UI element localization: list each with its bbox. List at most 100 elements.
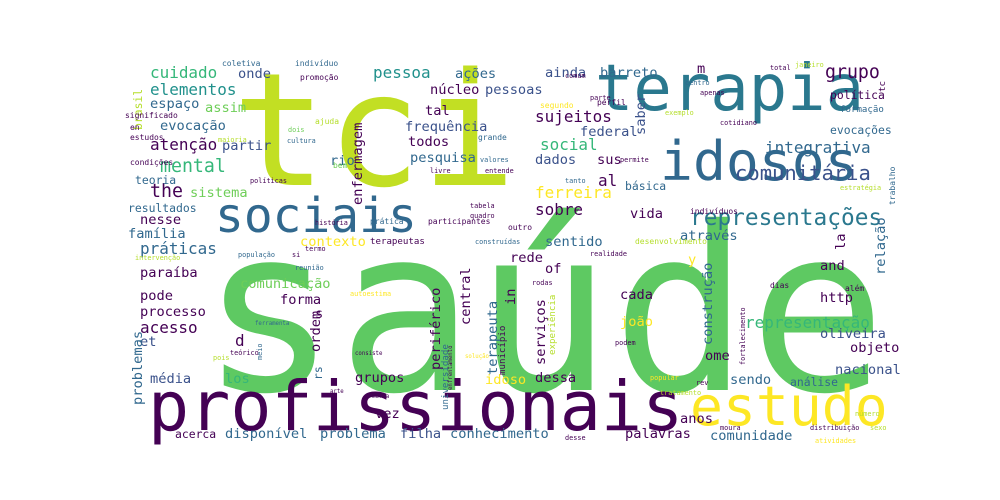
- word: federal: [580, 124, 638, 140]
- word: município: [498, 326, 508, 375]
- word: d: [235, 331, 245, 350]
- word: construídas: [475, 238, 520, 246]
- word: desenvolvimento: [635, 237, 707, 246]
- word: pesquisa: [410, 150, 476, 166]
- word: la: [833, 234, 849, 250]
- word: acerca: [175, 427, 216, 441]
- word: ainda: [545, 65, 586, 81]
- word: pessoas: [485, 82, 543, 98]
- word: idoso: [485, 372, 526, 388]
- word: práticas: [140, 239, 217, 258]
- word: maioria: [218, 136, 247, 144]
- word: termo: [305, 245, 326, 253]
- word: sus: [597, 152, 622, 168]
- word: ome: [705, 348, 730, 364]
- word: indivíduos: [690, 207, 738, 216]
- word: http: [820, 290, 853, 306]
- word: número: [855, 410, 880, 418]
- word: intervenção: [135, 254, 180, 262]
- word: exemplo: [665, 109, 694, 117]
- word: of: [545, 261, 561, 277]
- word: cultura: [287, 137, 316, 145]
- word: central: [458, 267, 474, 325]
- word: sujeitos: [535, 107, 612, 126]
- word: dados: [535, 152, 576, 168]
- word: análise: [790, 375, 838, 389]
- word: atividades: [815, 437, 856, 445]
- word: rs: [311, 366, 325, 380]
- word: grupo: [825, 62, 880, 83]
- word: et: [140, 334, 156, 350]
- word: desse: [565, 434, 586, 442]
- word: sobre: [535, 200, 583, 219]
- word: cuidado: [150, 63, 217, 82]
- word: prática: [370, 217, 404, 226]
- word: si: [292, 251, 300, 259]
- word: enfermagem: [350, 123, 366, 205]
- word: universidade: [441, 344, 451, 410]
- word: cotidiano: [720, 119, 757, 127]
- word: tabela: [470, 202, 495, 210]
- word: janeiro: [795, 61, 824, 69]
- word: significado: [125, 111, 178, 120]
- word: problema: [320, 426, 386, 442]
- word: meio: [256, 344, 264, 360]
- word: contexto: [300, 234, 366, 250]
- word: vida: [630, 206, 663, 222]
- word: rio: [330, 153, 355, 169]
- word: comunicação: [240, 276, 331, 292]
- word: entende: [485, 167, 514, 175]
- word: cada: [620, 287, 653, 303]
- word: tci: [232, 40, 516, 223]
- word: maria: [372, 394, 389, 400]
- word: dias: [770, 281, 789, 290]
- word: pessoa: [373, 63, 431, 82]
- word: paraíba: [140, 265, 198, 281]
- word: fortalecimento: [739, 307, 747, 365]
- word: sistema: [190, 185, 248, 201]
- word: profissionais: [148, 368, 683, 447]
- word: disponível: [225, 426, 307, 442]
- word: total: [770, 64, 791, 72]
- word: y: [688, 252, 696, 268]
- word: realidade: [590, 250, 627, 258]
- word: forma: [280, 292, 321, 308]
- word: espaço: [150, 96, 199, 112]
- word: sentido: [545, 234, 603, 250]
- word: the: [150, 181, 183, 202]
- word: política: [830, 88, 885, 102]
- word: in: [503, 289, 519, 305]
- word: formação: [840, 105, 884, 115]
- word: brasil: [131, 89, 145, 130]
- word: and: [820, 258, 845, 274]
- word: vez: [375, 406, 400, 422]
- word: rodas: [532, 279, 553, 287]
- word: acesso: [140, 318, 198, 337]
- word: periférico: [428, 288, 444, 370]
- word: quadro: [470, 212, 495, 220]
- word: distribuição: [810, 424, 859, 432]
- word: al: [598, 171, 617, 190]
- word: ajuda: [315, 117, 339, 126]
- word: m: [697, 61, 705, 77]
- word: participantes: [428, 217, 490, 226]
- word: comunitária: [735, 161, 871, 185]
- word: grande: [478, 133, 507, 142]
- word: todos: [408, 134, 449, 150]
- word: teoria: [135, 173, 176, 187]
- word: construção: [700, 263, 716, 345]
- word: estratégia: [840, 184, 881, 192]
- word: trabalho: [888, 166, 897, 205]
- word: social: [540, 135, 598, 154]
- word: consiste: [355, 351, 383, 357]
- word: serviços: [533, 299, 549, 365]
- word: políticas: [250, 177, 287, 185]
- word: saúde: [200, 178, 886, 444]
- word: rede: [510, 250, 543, 266]
- word: teórico: [230, 349, 259, 357]
- word: coletiva: [222, 59, 261, 68]
- word: ações: [455, 66, 496, 82]
- word: popular: [650, 374, 679, 382]
